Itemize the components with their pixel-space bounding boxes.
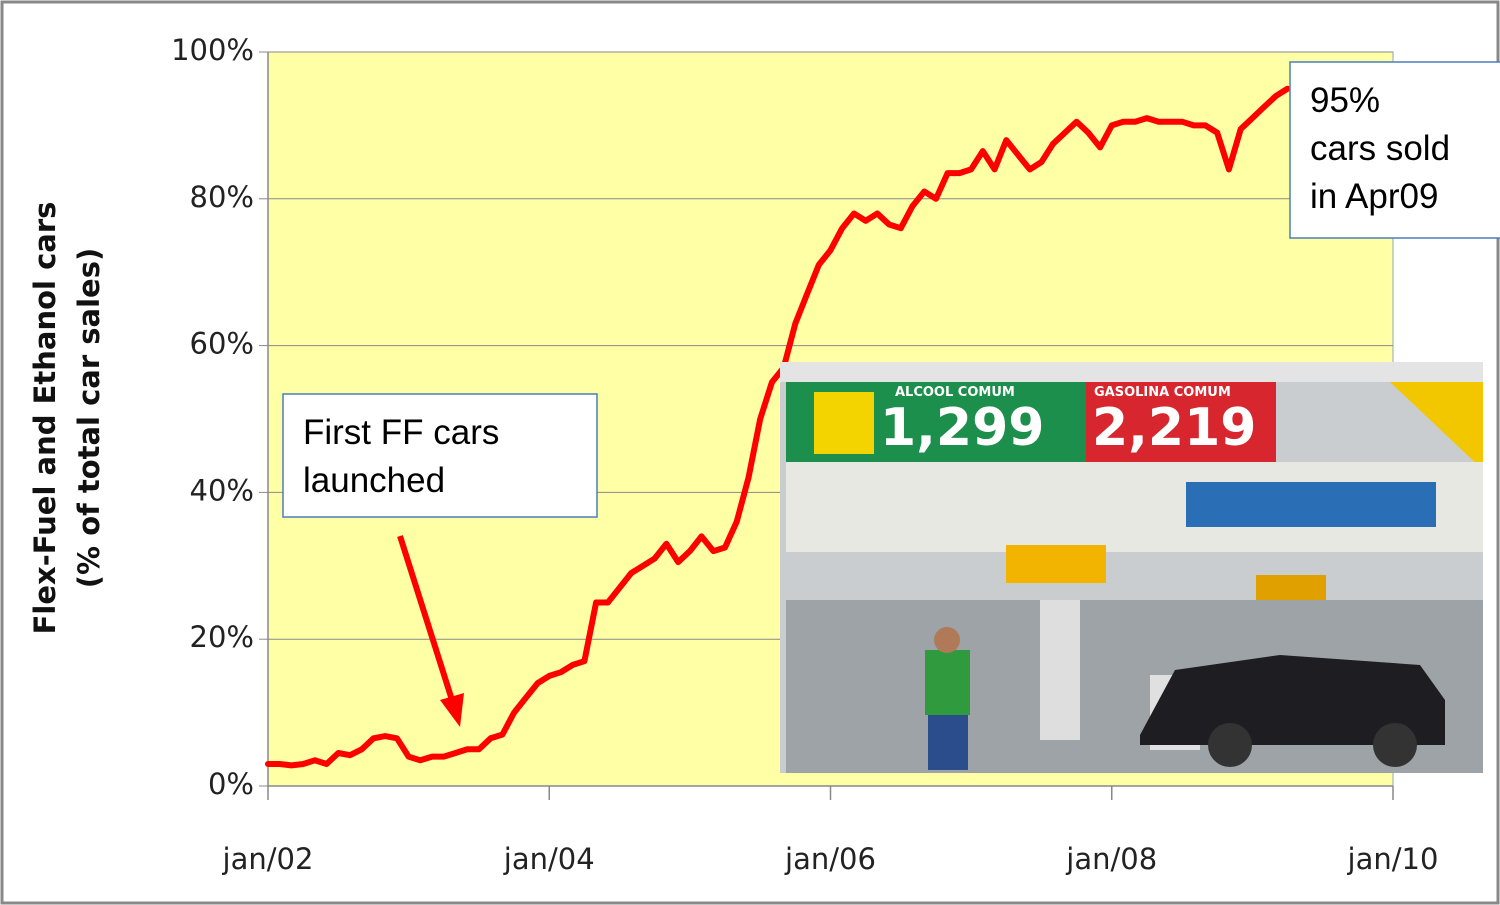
attendant xyxy=(928,715,968,770)
shell-logo xyxy=(814,392,874,454)
pump xyxy=(1040,600,1080,740)
chart: 0% 20% 40% 60% 80% 100% jan/02 jan/04 jan/06 jan/… xyxy=(0,0,1500,905)
y-tick-label: 80% xyxy=(190,180,254,214)
attendant xyxy=(925,650,970,715)
annotation-line: in Apr09 xyxy=(1310,177,1438,216)
x-tick-label: jan/04 xyxy=(503,842,595,876)
photo-sky xyxy=(780,362,1483,382)
annotation-line: 95% xyxy=(1310,81,1380,120)
y-axis-title-line: (% of total car sales) xyxy=(72,248,106,588)
pump-sign xyxy=(1006,545,1106,583)
inset-photo: ALCOOL COMUM 1,299 GASOLINA COMUM 2,219 xyxy=(780,362,1483,773)
wheel xyxy=(1208,723,1252,767)
pump-sign xyxy=(1256,575,1326,600)
x-tick-label: jan/08 xyxy=(1065,842,1157,876)
x-tick-label: jan/06 xyxy=(784,842,876,876)
annotation-line: First FF cars xyxy=(303,413,499,452)
x-tick-label: jan/02 xyxy=(222,842,314,876)
sign-price: 2,219 xyxy=(1092,398,1256,458)
y-tick-label: 40% xyxy=(190,473,254,507)
banner xyxy=(1186,482,1436,527)
y-axis-title-line: Flex-Fuel and Ethanol cars xyxy=(28,202,62,635)
y-tick-label: 100% xyxy=(171,33,254,67)
attendant xyxy=(934,627,960,653)
wheel xyxy=(1373,723,1417,767)
y-tick-label: 20% xyxy=(190,620,254,654)
x-tick-label: jan/10 xyxy=(1347,842,1439,876)
sign-price: 1,299 xyxy=(880,398,1044,458)
annotation-line: cars sold xyxy=(1310,129,1450,168)
y-tick-label: 0% xyxy=(208,767,254,801)
y-tick-label: 60% xyxy=(190,327,254,361)
annotation-line: launched xyxy=(303,461,445,500)
